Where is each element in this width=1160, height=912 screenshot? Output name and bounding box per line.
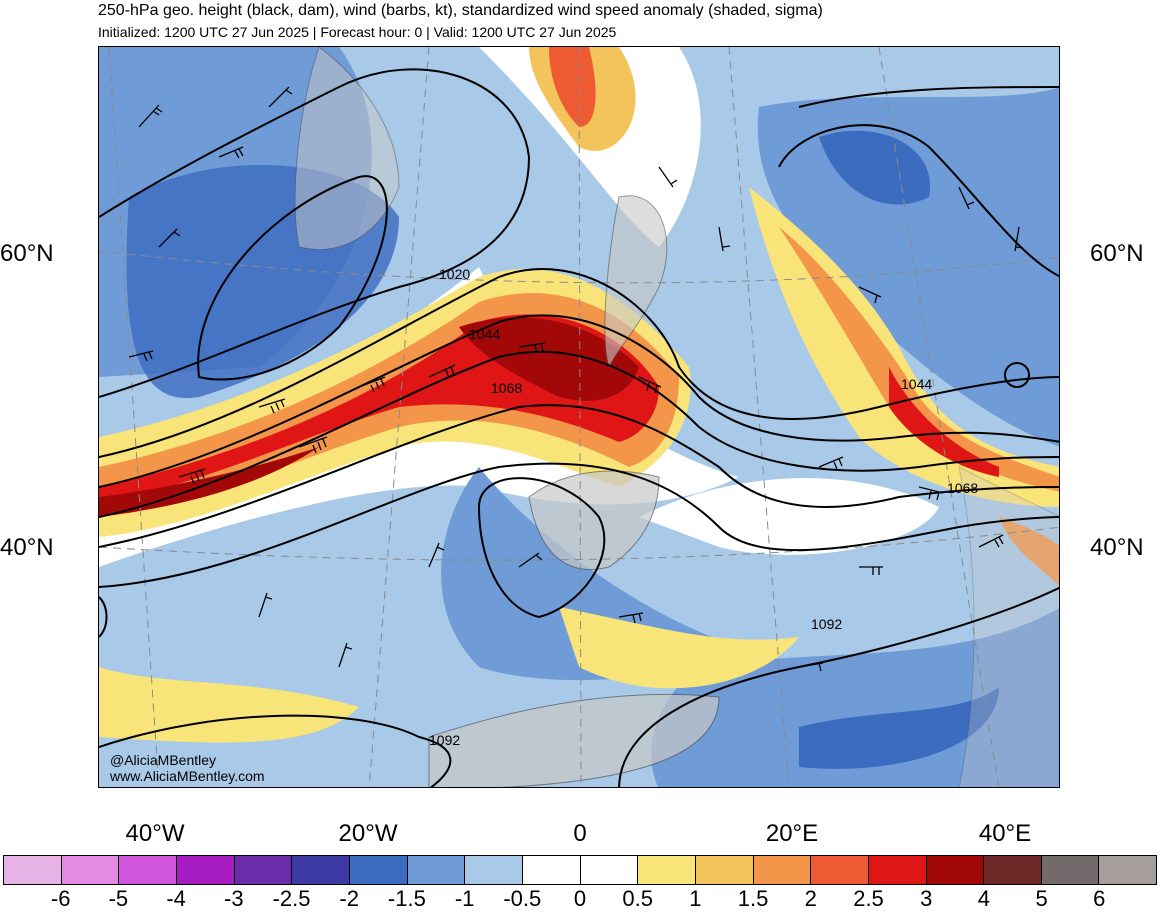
map-title: 250-hPa geo. height (black, dam), wind (… [98, 2, 823, 20]
map-panel: 1020 1044 1068 1044 1068 1092 1092 [98, 46, 1060, 788]
lon-label-0: 0 [573, 820, 586, 848]
colorbar-label: -2 [339, 886, 359, 912]
colorbar-swatch [984, 856, 1042, 884]
colorbar-swatch [4, 856, 62, 884]
credit-site: www.AliciaMBentley.com [110, 768, 265, 784]
colorbar-swatch [523, 856, 581, 884]
colorbar-label: -1 [455, 886, 475, 912]
colorbar-swatch [1042, 856, 1100, 884]
colorbar-label: 3 [920, 886, 932, 912]
lat-label-60n-right: 60°N [1090, 240, 1144, 268]
colorbar-label: -1.5 [388, 886, 426, 912]
colorbar-label: -4 [166, 886, 186, 912]
lat-label-40n-right: 40°N [1090, 534, 1144, 562]
colorbar-label: -6 [51, 886, 71, 912]
colorbar-swatch [869, 856, 927, 884]
colorbar-swatch [754, 856, 812, 884]
colorbar-label: 1 [689, 886, 701, 912]
colorbar-label: 5 [1035, 886, 1047, 912]
colorbar-label: -2.5 [273, 886, 311, 912]
colorbar-swatch [408, 856, 466, 884]
colorbar-label: -0.5 [503, 886, 541, 912]
colorbar-label: 6 [1093, 886, 1105, 912]
colorbar-swatch [581, 856, 639, 884]
colorbar-label: 0.5 [622, 886, 653, 912]
lat-label-60n-left: 60°N [0, 240, 54, 268]
colorbar-swatch [696, 856, 754, 884]
contour-label-1092-south: 1092 [429, 732, 460, 748]
lon-label-40w: 40°W [126, 820, 185, 848]
contour-label-1044-east: 1044 [901, 376, 932, 392]
lon-label-20w: 20°W [339, 820, 398, 848]
colorbar-swatch [292, 856, 350, 884]
contour-label-1044-west: 1044 [469, 326, 500, 342]
colorbar [3, 855, 1157, 885]
colorbar-swatch [638, 856, 696, 884]
lon-label-40e: 40°E [979, 820, 1031, 848]
colorbar-swatch [119, 856, 177, 884]
colorbar-swatch [811, 856, 869, 884]
colorbar-swatch [1099, 856, 1156, 884]
colorbar-label: 2.5 [853, 886, 884, 912]
colorbar-swatch [177, 856, 235, 884]
colorbar-swatch [350, 856, 408, 884]
colorbar-label: 1.5 [738, 886, 769, 912]
contour-label-1020-west: 1020 [439, 266, 470, 282]
contour-label-1068-east: 1068 [947, 480, 978, 496]
colorbar-label: 2 [805, 886, 817, 912]
colorbar-swatch [927, 856, 985, 884]
colorbar-label: -5 [109, 886, 129, 912]
colorbar-label: 0 [574, 886, 586, 912]
contour-label-1068-west: 1068 [491, 380, 522, 396]
lat-label-40n-left: 40°N [0, 534, 54, 562]
map-subtitle: Initialized: 1200 UTC 27 Jun 2025 | Fore… [98, 24, 616, 40]
colorbar-label: 4 [978, 886, 990, 912]
contour-label-1092-east: 1092 [811, 616, 842, 632]
lon-label-20e: 20°E [766, 820, 818, 848]
colorbar-swatch [235, 856, 293, 884]
credit-handle: @AliciaMBentley [110, 752, 216, 768]
colorbar-swatch [62, 856, 120, 884]
map-canvas: 1020 1044 1068 1044 1068 1092 1092 [99, 47, 1060, 788]
colorbar-swatch [465, 856, 523, 884]
colorbar-label: -3 [224, 886, 244, 912]
